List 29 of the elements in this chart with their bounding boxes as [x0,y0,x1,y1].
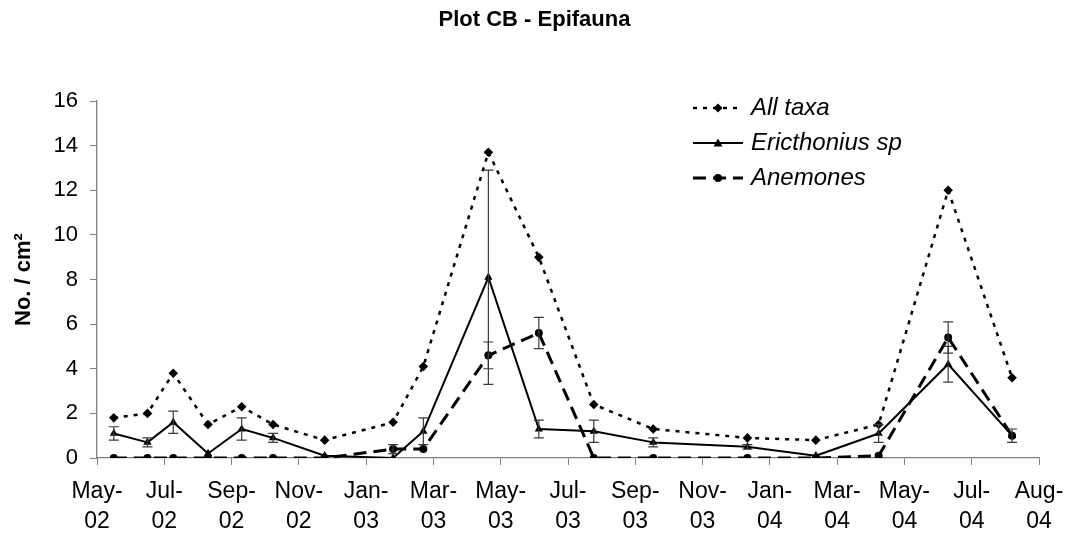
y-tick-label: 2 [65,399,78,425]
y-tick-label: 4 [65,354,78,380]
legend-label: All taxa [749,92,830,120]
x-tick-label: May-02 [71,477,123,534]
x-tick-label: Aug-04 [1014,477,1064,534]
y-tick-label: 14 [53,131,78,157]
x-tick-label: Jan-03 [343,477,389,534]
y-tick-label: 12 [53,176,78,202]
x-tick-label: Jul-04 [953,477,991,534]
x-tick-label: Sep-03 [610,477,660,534]
legend-label: Ericthonius sp [751,127,902,155]
y-axis-title: No. / cm² [10,233,36,326]
y-tick-label: 0 [65,444,78,470]
x-tick-label: Mar-04 [813,477,861,534]
x-tick-label: Jul-02 [145,477,183,534]
x-tick-label: Nov-03 [678,477,727,534]
x-tick-label: May-03 [475,477,527,534]
chart-title: Plot CB - Epifauna [438,6,632,32]
y-tick-label: 10 [53,220,78,246]
y-tick-label: 16 [53,87,78,113]
x-tick-label: May-04 [878,477,930,534]
x-tick-label: Sep-02 [207,477,256,534]
y-tick-label: 6 [65,310,78,336]
x-tick-label: Jan-04 [747,477,793,534]
x-tick-label: Nov-02 [274,477,324,534]
x-tick-label: Mar-03 [409,477,458,534]
legend-label: Anemones [749,162,866,190]
x-tick-label: Jul-03 [549,477,587,534]
y-tick-label: 8 [65,265,78,291]
